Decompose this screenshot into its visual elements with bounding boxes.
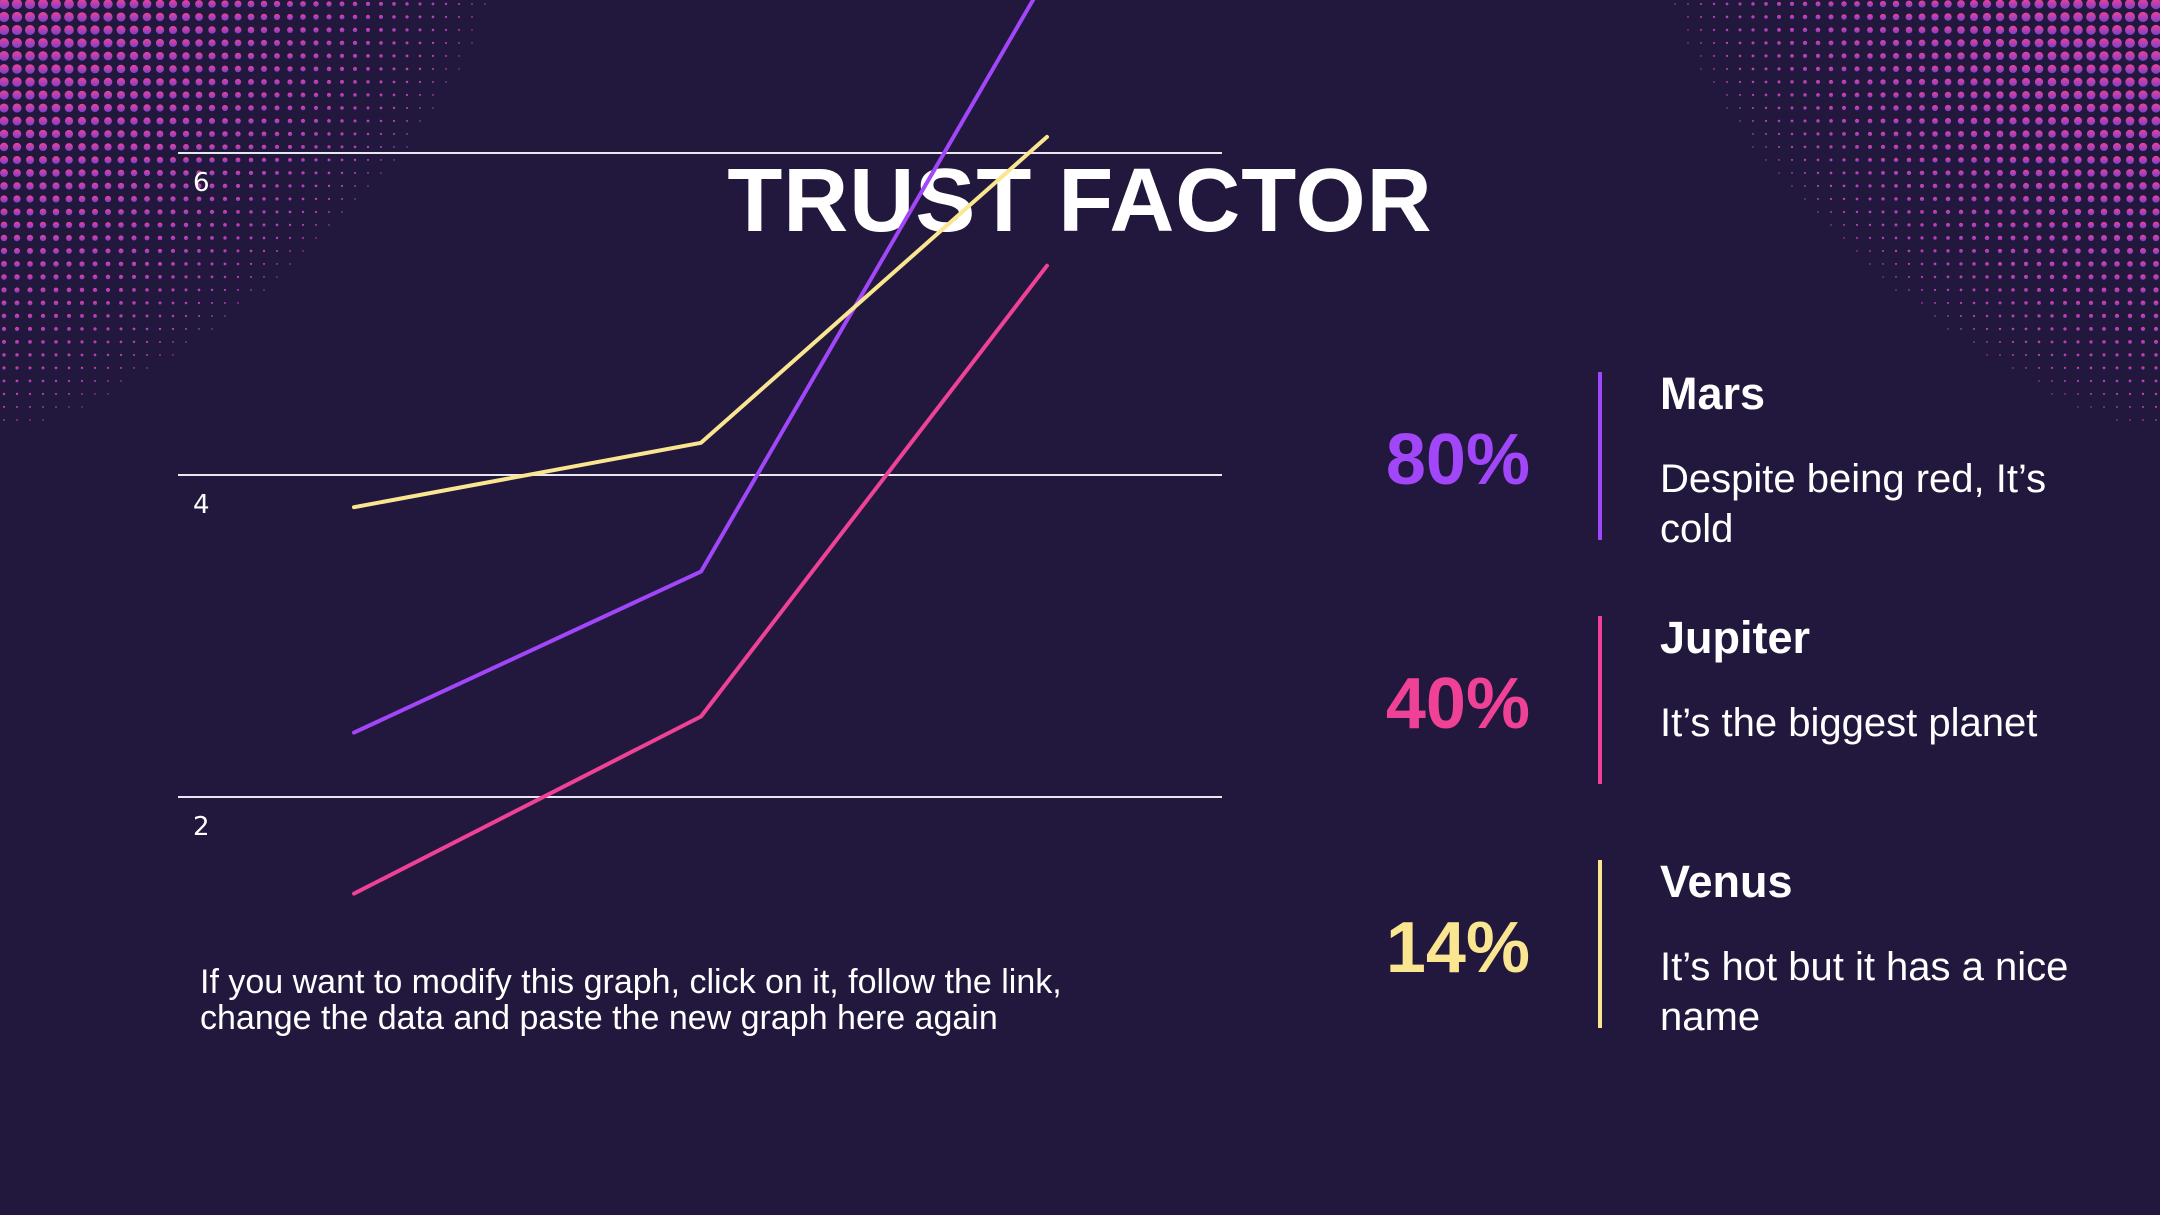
- stat-name: Jupiter: [1660, 612, 1811, 663]
- y-tick-label: 6: [193, 168, 210, 198]
- page-title: TRUST FACTOR: [727, 151, 1433, 251]
- stat-name: Mars: [1660, 368, 1766, 419]
- stat-name: Venus: [1660, 856, 1793, 907]
- stat-description: Despite being red, It’s cold: [1660, 457, 2047, 551]
- stat-percent: 40%: [1385, 664, 1530, 744]
- stat-description: It’s hot but it has a nice name: [1660, 945, 2069, 1039]
- stat-divider: [1598, 372, 1602, 540]
- series-line-mars: [352, 0, 1036, 735]
- stat-percent: 14%: [1385, 908, 1530, 988]
- stat-divider: [1598, 616, 1602, 784]
- y-tick-label: 4: [193, 490, 210, 520]
- series-line-jupiter: [352, 263, 1049, 896]
- stat-jupiter: 40% Jupiter It’s the biggest planet: [1340, 612, 2100, 786]
- series-line-venus: [352, 134, 1049, 510]
- chart-note: If you want to modify this graph, click …: [200, 963, 1062, 1037]
- y-tick-label: 2: [193, 812, 210, 842]
- stat-percent: 80%: [1385, 420, 1530, 500]
- stat-description: It’s the biggest planet: [1660, 701, 2038, 745]
- stat-divider: [1598, 860, 1602, 1028]
- stat-venus: 14% Venus It’s hot but it has a nice nam…: [1340, 856, 2100, 1039]
- stat-mars: 80% Mars Despite being red, It’s cold: [1340, 368, 2100, 551]
